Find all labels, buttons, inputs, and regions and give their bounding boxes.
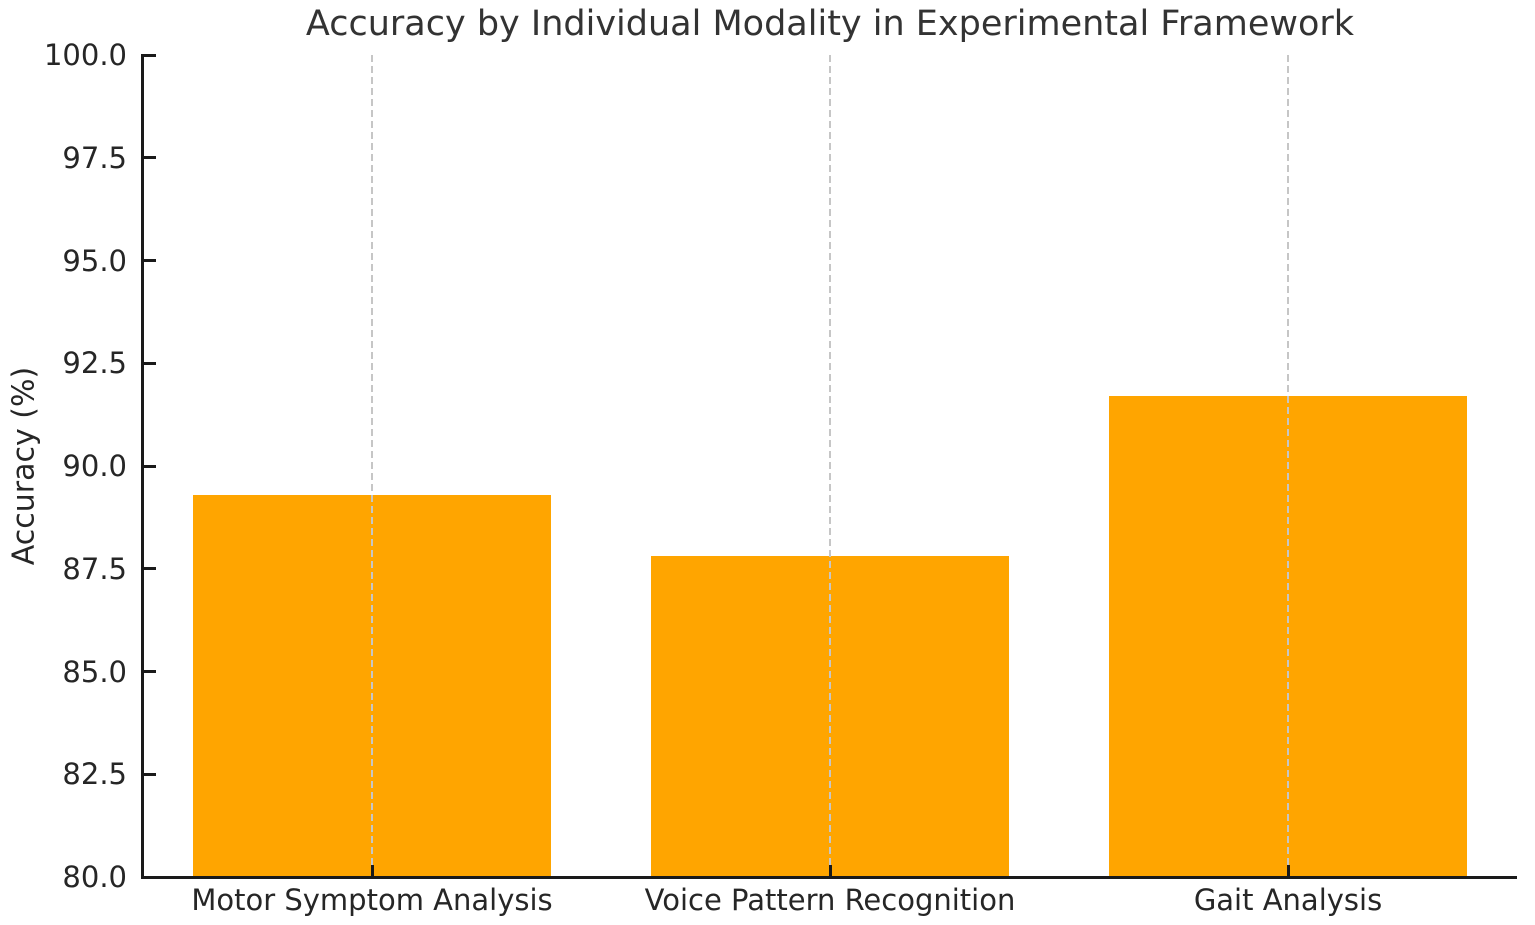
y-tick-label: 92.5 [62,346,127,381]
x-axis-spine [141,876,1517,879]
x-tick-mark [1286,865,1290,877]
y-tick-mark [144,259,156,262]
y-tick-label: 90.0 [62,449,127,483]
y-tick-mark [144,567,156,571]
vertical-gridline [829,55,831,877]
y-tick-mark [144,464,156,468]
y-tick-label: 95.0 [62,243,127,278]
y-tick-label: 87.5 [62,551,127,586]
x-tick-label: Gait Analysis [1193,883,1383,917]
y-tick-mark [144,670,156,673]
y-tick-label: 100.0 [43,38,127,72]
y-tick-mark [144,361,156,365]
y-tick-mark [144,875,156,879]
y-tick-label: 97.5 [62,140,127,175]
y-tick-mark [144,772,156,776]
y-tick-mark [144,156,156,160]
y-tick-label: 85.0 [62,654,127,689]
x-tick-label: Voice Pattern Recognition [644,883,1016,917]
y-tick-label: 82.5 [62,757,127,792]
y-axis-spine [141,54,144,879]
y-tick-mark [144,53,156,57]
x-tick-mark [370,865,374,877]
vertical-gridline [371,55,373,877]
x-tick-label: Motor Symptom Analysis [191,883,553,917]
chart-title: Accuracy by Individual Modality in Exper… [305,4,1355,44]
vertical-gridline [1287,55,1289,877]
y-tick-label: 80.0 [62,860,127,894]
x-tick-mark [828,865,832,877]
